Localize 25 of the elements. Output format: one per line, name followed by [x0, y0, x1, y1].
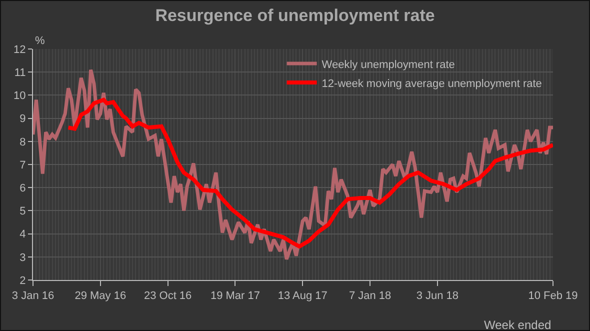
y-tick-label: 4: [20, 228, 26, 241]
y-tick-label: 2: [20, 274, 26, 287]
x-tick-label: 3 Jun 18: [416, 290, 459, 302]
y-tick-label: 6: [20, 182, 26, 194]
x-tick-label: 23 Oct 16: [144, 290, 192, 302]
line-series: [66, 98, 553, 249]
y-tick-label: 10: [14, 90, 26, 102]
legend-label: 12-week moving average unemployment rate: [322, 78, 542, 90]
x-tick-label: 19 Mar 17: [210, 290, 260, 302]
y-tick-label: 3: [20, 252, 26, 264]
x-tick-label: 7 Jan 18: [348, 290, 392, 302]
y-axis-title: %: [35, 35, 45, 47]
x-axis-title: Week ended: [484, 318, 552, 331]
x-tick-label: 13 Aug 17: [278, 290, 328, 302]
y-tick-label: 8: [20, 136, 26, 148]
y-tick-label: 7: [20, 159, 26, 172]
legend-label: Weekly unemployment rate: [322, 58, 455, 71]
y-tick-label: 9: [20, 113, 26, 126]
x-tick-label: 10 Feb 19: [528, 290, 578, 302]
chart-title: Resurgence of unemployment rate: [155, 6, 435, 26]
y-tick-label: 12: [14, 44, 26, 56]
y-tick-label: 5: [20, 206, 26, 218]
x-tick-label: 29 May 16: [74, 290, 126, 302]
y-tick-label: 11: [14, 66, 26, 79]
x-tick-label: 3 Jan 16: [12, 290, 54, 302]
